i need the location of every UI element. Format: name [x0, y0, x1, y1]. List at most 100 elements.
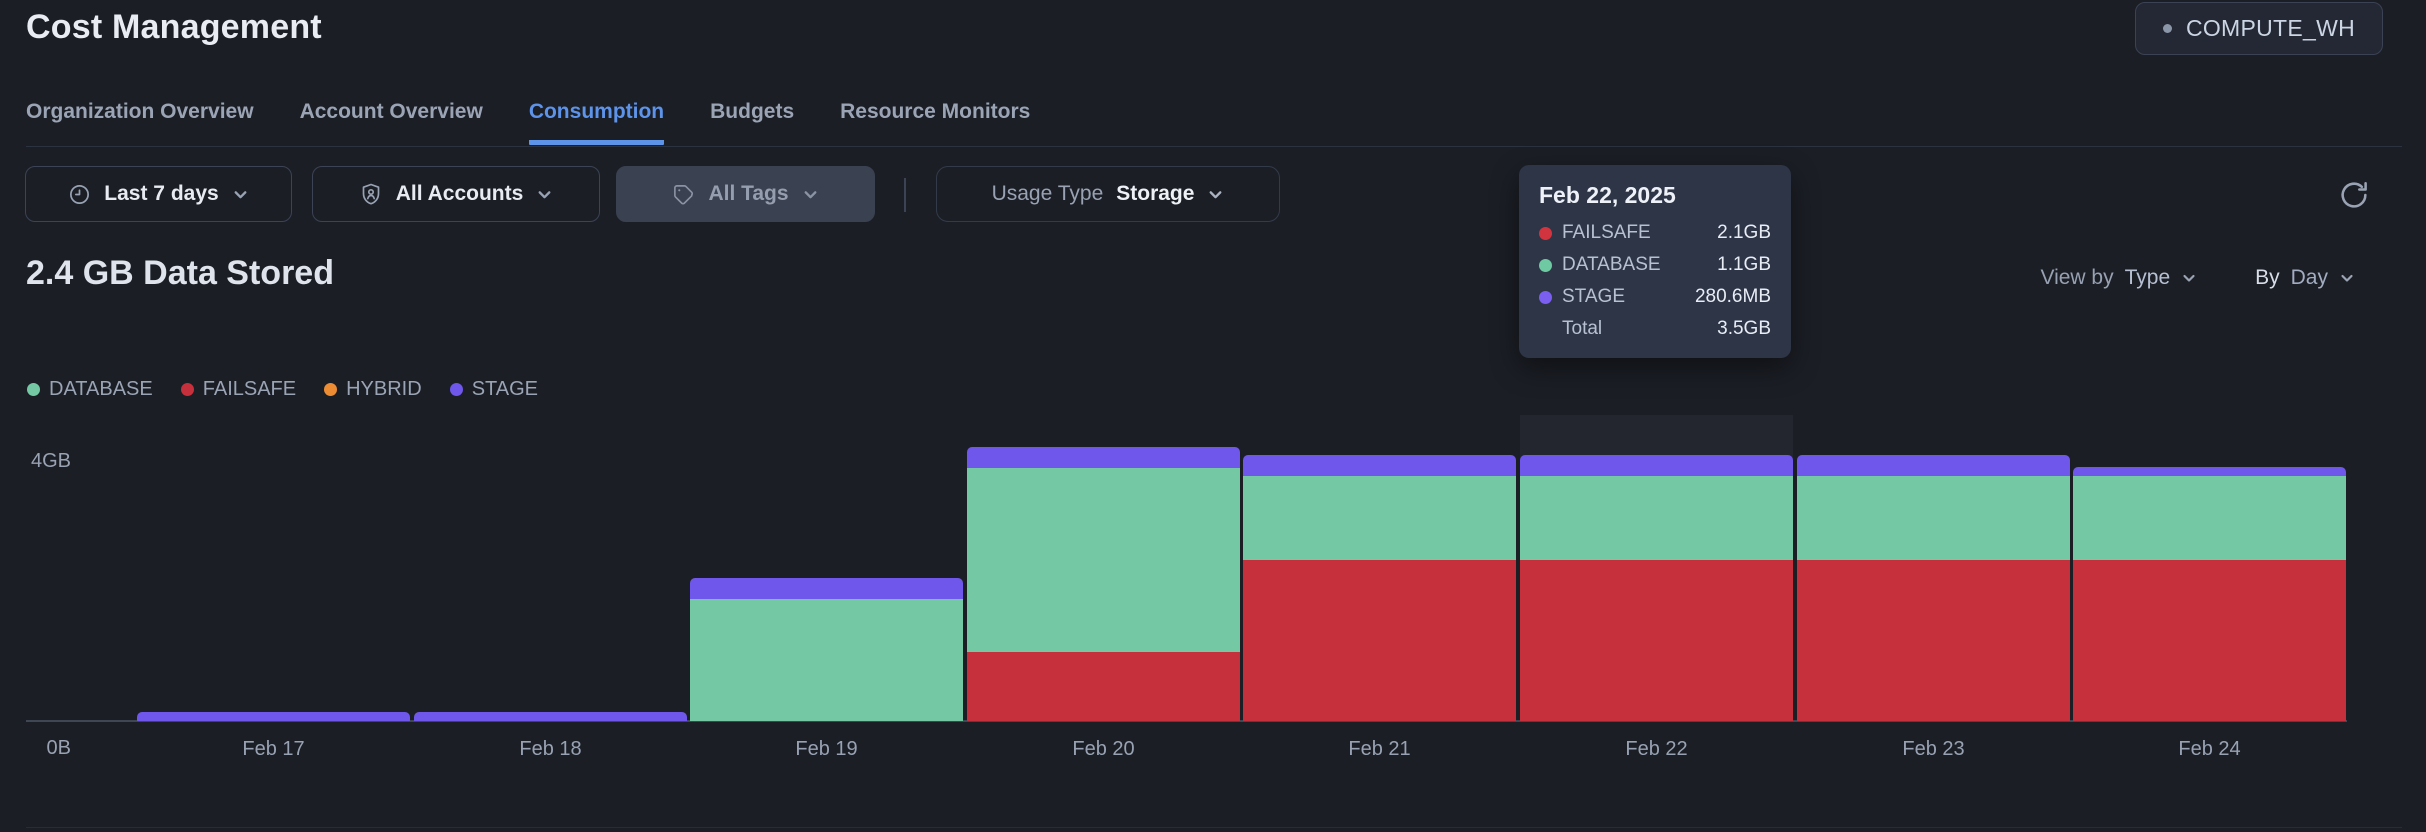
- bar-segment-database-feb-20[interactable]: [967, 468, 1240, 652]
- bar-segment-failsafe-feb-24[interactable]: [2073, 560, 2346, 721]
- bar-segment-database-feb-24[interactable]: [2073, 476, 2346, 560]
- tab-organization-overview[interactable]: Organization Overview: [26, 100, 254, 123]
- tooltip-total-label: Total: [1562, 318, 1603, 339]
- tooltip-series-dot-icon: [1539, 290, 1552, 304]
- accounts-filter-button[interactable]: All Accounts: [312, 166, 600, 222]
- legend-label: FAILSAFE: [202, 378, 297, 400]
- chevron-down-icon: [1209, 190, 1222, 198]
- bar-segment-database-feb-21[interactable]: [1243, 476, 1516, 560]
- chart-tooltip: Feb 22, 2025 FAILSAFE 2.1GB DATABASE 1.1GB S…: [1519, 165, 1791, 358]
- y-axis-label-zero: 0B: [46, 737, 71, 759]
- x-axis-label: Feb 24: [2178, 738, 2241, 760]
- warehouse-badge-label: COMPUTE_WH: [2185, 15, 2356, 41]
- bar-segment-failsafe-feb-20[interactable]: [967, 652, 1240, 721]
- x-axis-line: [26, 720, 2347, 722]
- tab-bar-divider: [26, 146, 2402, 147]
- tab-account-overview[interactable]: Account Overview: [299, 100, 483, 123]
- bar-segment-failsafe-feb-23[interactable]: [1797, 560, 2070, 721]
- usage-type-label: Usage Type: [991, 182, 1104, 205]
- bar-segment-stage-feb-21[interactable]: [1243, 455, 1516, 476]
- filter-row-divider: [904, 178, 906, 212]
- bar-segment-database-feb-19[interactable]: [690, 599, 963, 721]
- legend-item-stage[interactable]: STAGE: [449, 378, 538, 401]
- view-by-dropdown[interactable]: View by Type: [2040, 266, 2197, 290]
- bar-segment-stage-feb-22[interactable]: [1520, 455, 1793, 476]
- bar-segment-failsafe-feb-22[interactable]: [1520, 560, 1793, 721]
- tooltip-total-row: Total 3.5GB: [1539, 318, 1771, 340]
- tooltip-row-stage: STAGE 280.6MB: [1539, 286, 1771, 308]
- chevron-down-icon: [2183, 274, 2195, 282]
- chevron-down-icon: [804, 190, 817, 198]
- group-by-dropdown[interactable]: By Day: [2255, 266, 2355, 290]
- view-by-label: View by: [2040, 266, 2114, 289]
- legend-item-failsafe[interactable]: FAILSAFE: [180, 378, 297, 401]
- bar-segment-stage-feb-18[interactable]: [414, 712, 687, 721]
- chevron-down-icon: [234, 190, 247, 198]
- bar-segment-stage-feb-24[interactable]: [2073, 467, 2346, 476]
- view-by-value: Type: [2124, 266, 2171, 289]
- tooltip-series-value: 2.1GB: [1717, 222, 1771, 243]
- refresh-icon[interactable]: [2338, 179, 2370, 211]
- chevron-down-icon: [2341, 274, 2353, 282]
- summary-heading: 2.4 GB Data Stored: [26, 254, 334, 292]
- tooltip-series-dot-icon: [1539, 258, 1552, 272]
- tooltip-series-name: STAGE: [1562, 286, 1625, 307]
- tooltip-row-failsafe: FAILSAFE 2.1GB: [1539, 222, 1771, 244]
- tooltip-series-name: DATABASE: [1562, 254, 1661, 275]
- x-axis-label: Feb 21: [1348, 738, 1411, 760]
- tooltip-total-value: 3.5GB: [1717, 318, 1771, 339]
- bar-segment-stage-feb-20[interactable]: [967, 447, 1240, 468]
- accounts-filter-label: All Accounts: [395, 182, 524, 205]
- tags-filter-label: All Tags: [708, 182, 789, 205]
- clock-icon: [70, 184, 90, 204]
- tooltip-series-value: 280.6MB: [1694, 286, 1771, 307]
- page-title: Cost Management: [26, 8, 322, 46]
- time-range-filter-button[interactable]: Last 7 days: [25, 166, 292, 222]
- x-axis-label: Feb 20: [1072, 738, 1135, 760]
- bar-segment-stage-feb-23[interactable]: [1797, 455, 2070, 476]
- bar-segment-stage-feb-17[interactable]: [137, 712, 410, 721]
- tab-consumption[interactable]: Consumption: [528, 100, 665, 145]
- bar-segment-failsafe-feb-21[interactable]: [1243, 560, 1516, 721]
- legend-dot-icon: [449, 383, 463, 396]
- shield-person-icon: [362, 183, 380, 205]
- x-axis-label: Feb 18: [519, 738, 582, 760]
- tag-icon: [674, 184, 694, 204]
- y-axis-label-max: 4GB: [30, 450, 71, 472]
- legend-label: HYBRID: [346, 378, 422, 400]
- bar-segment-database-feb-22[interactable]: [1520, 476, 1793, 560]
- legend-label: DATABASE: [49, 378, 153, 400]
- legend-item-hybrid[interactable]: HYBRID: [324, 378, 422, 401]
- bar-segment-database-feb-23[interactable]: [1797, 476, 2070, 560]
- tooltip-series-value: 1.1GB: [1717, 254, 1771, 275]
- tab-bar: Organization Overview Account Overview C…: [0, 100, 2426, 147]
- usage-type-value: Storage: [1116, 182, 1195, 205]
- tab-resource-monitors[interactable]: Resource Monitors: [840, 100, 1031, 123]
- usage-type-dropdown[interactable]: Usage Type Storage: [936, 166, 1280, 222]
- section-bottom-divider: [26, 827, 2402, 828]
- warehouse-status-dot-icon: [2162, 24, 2172, 33]
- tooltip-series-name: FAILSAFE: [1562, 222, 1651, 243]
- x-axis-label: Feb 19: [795, 738, 858, 760]
- tooltip-row-database: DATABASE 1.1GB: [1539, 254, 1771, 276]
- group-by-label: By: [2255, 266, 2280, 289]
- legend-label: STAGE: [471, 378, 538, 400]
- warehouse-badge[interactable]: COMPUTE_WH: [2135, 2, 2383, 55]
- tags-filter-button[interactable]: All Tags: [616, 166, 875, 222]
- tab-budgets[interactable]: Budgets: [710, 100, 795, 123]
- x-axis-label: Feb 23: [1902, 738, 1965, 760]
- bar-segment-stage-feb-19[interactable]: [690, 578, 963, 599]
- x-axis-label: Feb 17: [242, 738, 305, 760]
- time-range-label: Last 7 days: [104, 182, 219, 205]
- x-axis-label: Feb 22: [1625, 738, 1688, 760]
- tooltip-series-dot-icon: [1539, 226, 1552, 240]
- legend-dot-icon: [27, 383, 40, 396]
- chart-legend: DATABASE FAILSAFE HYBRID STAGE: [27, 378, 538, 401]
- tooltip-title: Feb 22, 2025: [1539, 182, 1676, 208]
- legend-dot-icon: [180, 383, 194, 396]
- tooltip-rows: FAILSAFE 2.1GB DATABASE 1.1GB STAGE 280.6MB: [1539, 222, 1771, 308]
- chevron-down-icon: [538, 190, 551, 198]
- legend-dot-icon: [324, 383, 338, 396]
- legend-item-database[interactable]: DATABASE: [27, 378, 153, 401]
